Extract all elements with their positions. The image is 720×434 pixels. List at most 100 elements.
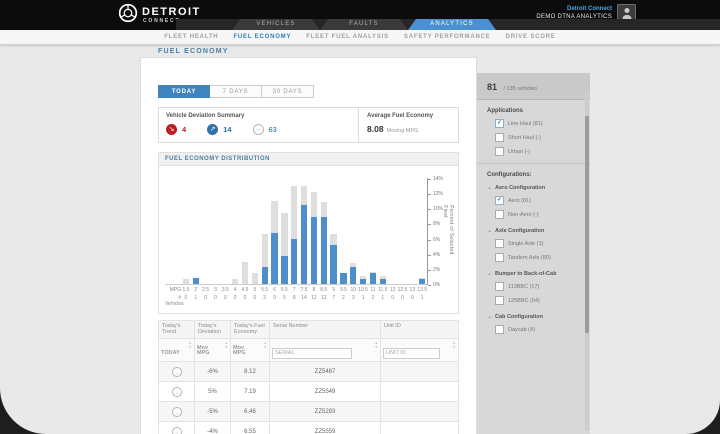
serial-cell: ZZ5549	[269, 381, 381, 402]
x-mpg-value: 3	[214, 287, 217, 293]
vehicles-table: Today's Trend Today's Deviation Today's Fu…	[158, 320, 459, 434]
sort-desc-icon[interactable]: ▼	[452, 344, 456, 349]
tick-label: 0%	[433, 282, 441, 288]
selected-fleet-bar	[192, 277, 199, 284]
selected-fleet-bar	[300, 205, 308, 284]
checkbox-unchecked[interactable]	[495, 210, 504, 219]
trend-cell: →	[158, 381, 195, 402]
subnav-link-safety-performance[interactable]: SAFETY PERFORMANCE	[403, 34, 491, 40]
main-tab-analytics[interactable]: ANALYTICS	[408, 19, 496, 30]
unit-id-filter-input[interactable]	[383, 347, 441, 359]
checkbox-unchecked[interactable]	[495, 325, 504, 334]
config-filter-row-daycab-4-[interactable]: Daycab (4)	[495, 325, 580, 334]
tick-label: 14%	[433, 176, 444, 182]
sidebar-scrollbar-thumb[interactable]	[585, 116, 589, 333]
sort-caret[interactable]: ▲ ▼	[452, 341, 456, 349]
x-count-value: 0	[184, 295, 188, 301]
checkbox-unchecked[interactable]	[495, 282, 504, 291]
serial-cell: ZZ5559	[269, 421, 381, 434]
subnav-link-fleet-health[interactable]: FLEET HEALTH	[164, 34, 219, 40]
application-filter-row-short-haul-[interactable]: Short Haul (-)	[495, 133, 580, 142]
sort-desc-icon[interactable]: ▼	[374, 344, 378, 349]
application-filter-row-urban-[interactable]: Urban (-)	[495, 147, 580, 156]
tick-label: 12%	[433, 191, 444, 198]
subnav-link-drive-score[interactable]: DRIVE SCORE	[505, 34, 556, 40]
trend-cell: →	[158, 361, 195, 382]
time-tab-today[interactable]: TODAY	[158, 85, 210, 98]
selected-fleet-bar	[330, 244, 337, 284]
sort-asc-icon[interactable]: ▲	[263, 341, 267, 345]
config-filter-row-113bbc-17-[interactable]: 113BBC (17)	[495, 282, 580, 291]
main-tab-faults[interactable]: FAULTS	[320, 19, 408, 30]
checkbox-unchecked[interactable]	[495, 239, 504, 248]
x-mpg-value: 1.5	[182, 287, 190, 293]
subnav-link-fuel-economy[interactable]: FUEL ECONOMY	[233, 34, 292, 40]
sort-desc-icon[interactable]: ▼	[224, 344, 228, 349]
subnav-link-fleet-fuel-analysis[interactable]: FLEET FUEL ANALYSIS	[306, 34, 389, 40]
config-filter-row-aero-81-[interactable]: ✓ Aero (81)	[495, 196, 580, 205]
time-tab-30-days[interactable]: 30 DAYS	[262, 85, 314, 98]
deviation-count: 4	[182, 125, 187, 134]
deviation-count: 63	[268, 125, 277, 134]
checkbox-label: 113BBC (17)	[508, 283, 540, 290]
x-count-value: 0	[204, 295, 207, 301]
checkbox-unchecked[interactable]	[495, 133, 504, 142]
checkbox-checked[interactable]: ✓	[495, 196, 504, 205]
x-count-value: 12	[320, 295, 327, 301]
sort-desc-icon[interactable]: ▼	[188, 344, 192, 349]
config-filter-row-non-aero-[interactable]: Non-Aero (-)	[495, 210, 580, 219]
configuration-groups: ⌄ Aero Configuration ✓ Aero (81) Non-Aero (-…	[487, 185, 580, 334]
checkbox-checked[interactable]: ✓	[495, 119, 504, 128]
average-fuel-economy: Average Fuel Economy 8.08 Moving MPG	[358, 108, 458, 142]
config-group-header[interactable]: ⌄ Cab Configuration	[487, 314, 580, 321]
main-card: TODAY 7 DAYS 30 DAYS Vehicle Deviation Sum…	[140, 57, 477, 434]
sort-asc-icon[interactable]: ▲	[452, 341, 456, 345]
table-row[interactable]: → 5% 7.19 ZZ5549	[158, 381, 459, 402]
chart-body: MPG 1.5 2 2.5 3 3.5 4 4.5 5 5.5 6 6.5 7 7.5 8 8.5 9 9.5 10…	[159, 166, 458, 313]
serial-filter-input[interactable]	[272, 347, 353, 359]
brand-subtitle: CONNECT	[143, 18, 181, 24]
checkbox-unchecked[interactable]	[495, 296, 504, 305]
main-tab-vehicles[interactable]: VEHICLES	[232, 19, 320, 30]
config-filter-row-tandem-axle-80-[interactable]: Tandem Axle (80)	[495, 253, 580, 262]
sort-label-deviation: Mov MPG	[197, 344, 210, 356]
time-tab-7-days[interactable]: 7 DAYS	[210, 85, 262, 98]
sort-asc-icon[interactable]: ▲	[224, 341, 228, 345]
config-group-header[interactable]: ⌄ Bumper to Back-of-Cab	[487, 271, 580, 278]
subnav: FLEET HEALTH FUEL ECONOMY FLEET FUEL ANALY…	[0, 30, 720, 45]
deviation-item: ↗ 14	[207, 124, 232, 135]
sort-asc-icon[interactable]: ▲	[188, 341, 192, 345]
sort-caret[interactable]: ▲ ▼	[374, 341, 378, 349]
sort-caret[interactable]: ▲ ▼	[224, 341, 228, 349]
sort-caret[interactable]: ▲ ▼	[263, 341, 267, 349]
sort-asc-icon[interactable]: ▲	[374, 341, 378, 345]
config-filter-row-single-axle-1-[interactable]: Single Axle (1)	[495, 239, 580, 248]
table-row[interactable]: → -5% 6.46 ZZ5293	[158, 401, 459, 422]
x-mpg-value: 9.5	[339, 287, 347, 293]
checkbox-unchecked[interactable]	[495, 253, 504, 262]
detroit-connect-logo[interactable]: DETROIT CONNECT	[118, 3, 201, 28]
tick-mark	[428, 269, 431, 271]
user-account-link[interactable]: Detroit Connect	[567, 5, 612, 12]
config-filter-row-125bbc-64-[interactable]: 125BBC (64)	[495, 296, 580, 305]
chart-title: FUEL ECONOMY DISTRIBUTION	[159, 153, 458, 166]
deviation-cell: 5%	[194, 381, 231, 402]
unit-id-cell	[380, 381, 459, 402]
user-avatar-button[interactable]	[617, 4, 636, 23]
sort-desc-icon[interactable]: ▼	[263, 344, 267, 349]
table-row[interactable]: → -4% 6.55 ZZ5559	[158, 421, 459, 434]
config-group-header[interactable]: ⌄ Axle Configuration	[487, 228, 580, 235]
application-filter-row-line-haul-81-[interactable]: ✓ Line Haul (81)	[495, 119, 580, 128]
x-mpg-value: 8	[312, 287, 316, 293]
x-count-value: 1	[361, 295, 365, 301]
checkbox-unchecked[interactable]	[495, 147, 504, 156]
config-group-header[interactable]: ⌄ Aero Configuration	[487, 185, 580, 192]
fleet-total-bar	[182, 278, 190, 284]
config-group-title: Cab Configuration	[495, 314, 543, 320]
selected-count: 81	[487, 82, 498, 92]
x-mpg-value: 12	[389, 287, 396, 293]
sort-caret[interactable]: ▲ ▼	[188, 341, 192, 349]
bar-slot	[378, 178, 388, 284]
x-mpg-value: 2	[194, 287, 198, 293]
table-row[interactable]: → -6% 8.12 ZZ5487	[158, 361, 459, 382]
